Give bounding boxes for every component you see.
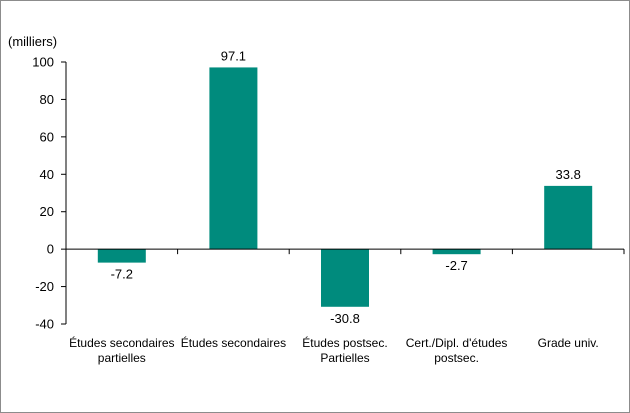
data-label: 97.1 [221, 48, 246, 63]
data-label: -7.2 [111, 267, 133, 282]
bar [97, 249, 146, 263]
category-label: Études secondaires partielles [69, 335, 174, 365]
category-label: Études secondaires [181, 335, 286, 350]
category-label: Grade univ. [538, 336, 599, 350]
data-label: -2.7 [445, 258, 467, 273]
bar [432, 249, 481, 255]
y-tick-label: -40 [35, 317, 54, 332]
bars [97, 67, 593, 307]
category-label-line: Cert./Dipl. d'études [406, 336, 508, 350]
y-tick-label: 60 [40, 129, 54, 144]
y-tick-label: 100 [32, 55, 54, 70]
category-label-line: Grade univ. [538, 336, 599, 350]
data-labels: -7.2 97.1 -30.8 -2.7 33.8 [111, 48, 581, 325]
category-label: Cert./Dipl. d'études postsec. [406, 336, 508, 365]
data-label: -30.8 [330, 311, 360, 326]
bar [321, 249, 369, 307]
y-tick-label: -20 [35, 279, 54, 294]
y-tick-label: 80 [40, 92, 54, 107]
category-label-line: Études postsec. [302, 335, 387, 350]
y-tick-label: 20 [40, 204, 54, 219]
category-label-line: partielles [98, 351, 146, 365]
x-axis [65, 248, 625, 255]
bar [209, 67, 258, 250]
data-label: 33.8 [556, 167, 581, 182]
y-tick-label: 0 [47, 242, 54, 257]
category-label-line: Partielles [320, 351, 369, 365]
category-label-line: Études secondaires [181, 335, 286, 350]
category-label: Études postsec. Partielles [302, 335, 387, 365]
y-tick-label: 40 [40, 167, 54, 182]
bar [544, 185, 593, 250]
category-label-line: postsec. [434, 351, 479, 365]
y-axis: 100 80 60 40 20 0 -20 -40 [32, 55, 67, 332]
category-label-line: Études secondaires [69, 335, 174, 350]
unit-label: (milliers) [8, 34, 57, 49]
